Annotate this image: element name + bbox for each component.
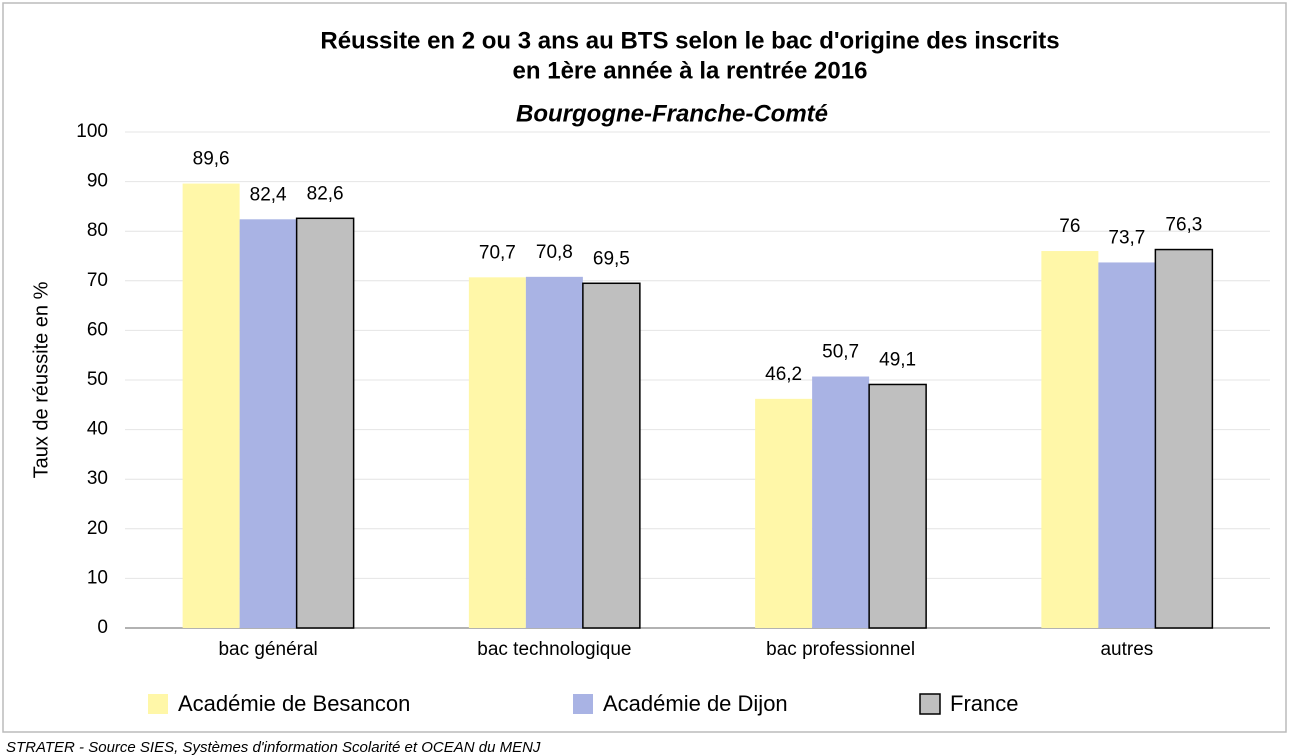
bar <box>525 276 583 628</box>
bar <box>812 376 870 628</box>
y-tick-label: 20 <box>87 518 108 539</box>
data-label: 46,2 <box>765 364 802 385</box>
chart-title: en 1ère année à la rentrée 2016 <box>513 57 868 84</box>
data-label: 70,8 <box>536 242 573 263</box>
y-tick-label: 80 <box>87 220 108 241</box>
legend-label: Académie de Dijon <box>603 691 788 716</box>
y-tick-label: 40 <box>87 419 108 440</box>
y-tick-label: 50 <box>87 369 108 390</box>
y-tick-label: 30 <box>87 468 108 489</box>
y-tick-label: 60 <box>87 319 108 340</box>
data-label: 50,7 <box>822 342 859 363</box>
y-tick-label: 10 <box>87 567 108 588</box>
y-tick-label: 90 <box>87 171 108 192</box>
legend-swatch <box>148 694 168 714</box>
data-label: 70,7 <box>479 242 516 263</box>
legend-swatch <box>573 694 593 714</box>
data-label: 82,4 <box>250 184 287 205</box>
data-label: 69,5 <box>593 248 630 269</box>
data-label: 76,3 <box>1165 215 1202 236</box>
chart-subtitle: Bourgogne-Franche-Comté <box>516 100 828 127</box>
bar <box>582 282 641 629</box>
chart-title: Réussite en 2 ou 3 ans au BTS selon le b… <box>320 27 1059 54</box>
data-label: 76 <box>1059 216 1080 237</box>
legend-label: Académie de Besancon <box>178 691 410 716</box>
bar <box>239 219 297 628</box>
bar <box>182 183 240 629</box>
x-tick-label: bac général <box>218 639 317 660</box>
x-tick-label: bac technologique <box>477 639 631 660</box>
source-note: STRATER - Source SIES, Systèmes d'inform… <box>6 739 541 756</box>
data-label: 82,6 <box>307 183 344 204</box>
bar <box>868 383 927 629</box>
x-tick-label: bac professionnel <box>766 639 915 660</box>
x-tick-label: autres <box>1100 639 1153 660</box>
bar <box>1041 251 1099 629</box>
y-tick-label: 70 <box>87 270 108 291</box>
legend-label: France <box>950 691 1018 716</box>
y-tick-label: 0 <box>97 617 108 638</box>
bar <box>468 277 526 628</box>
data-label: 89,6 <box>193 149 230 170</box>
y-tick-label: 100 <box>76 121 108 142</box>
y-axis-label: Taux de réussite en % <box>30 281 52 478</box>
legend-swatch <box>919 693 941 715</box>
data-label: 73,7 <box>1108 227 1145 248</box>
bar <box>755 398 813 628</box>
data-label: 49,1 <box>879 349 916 370</box>
bar <box>1154 248 1214 629</box>
bar <box>295 217 355 629</box>
bar <box>1098 262 1156 628</box>
